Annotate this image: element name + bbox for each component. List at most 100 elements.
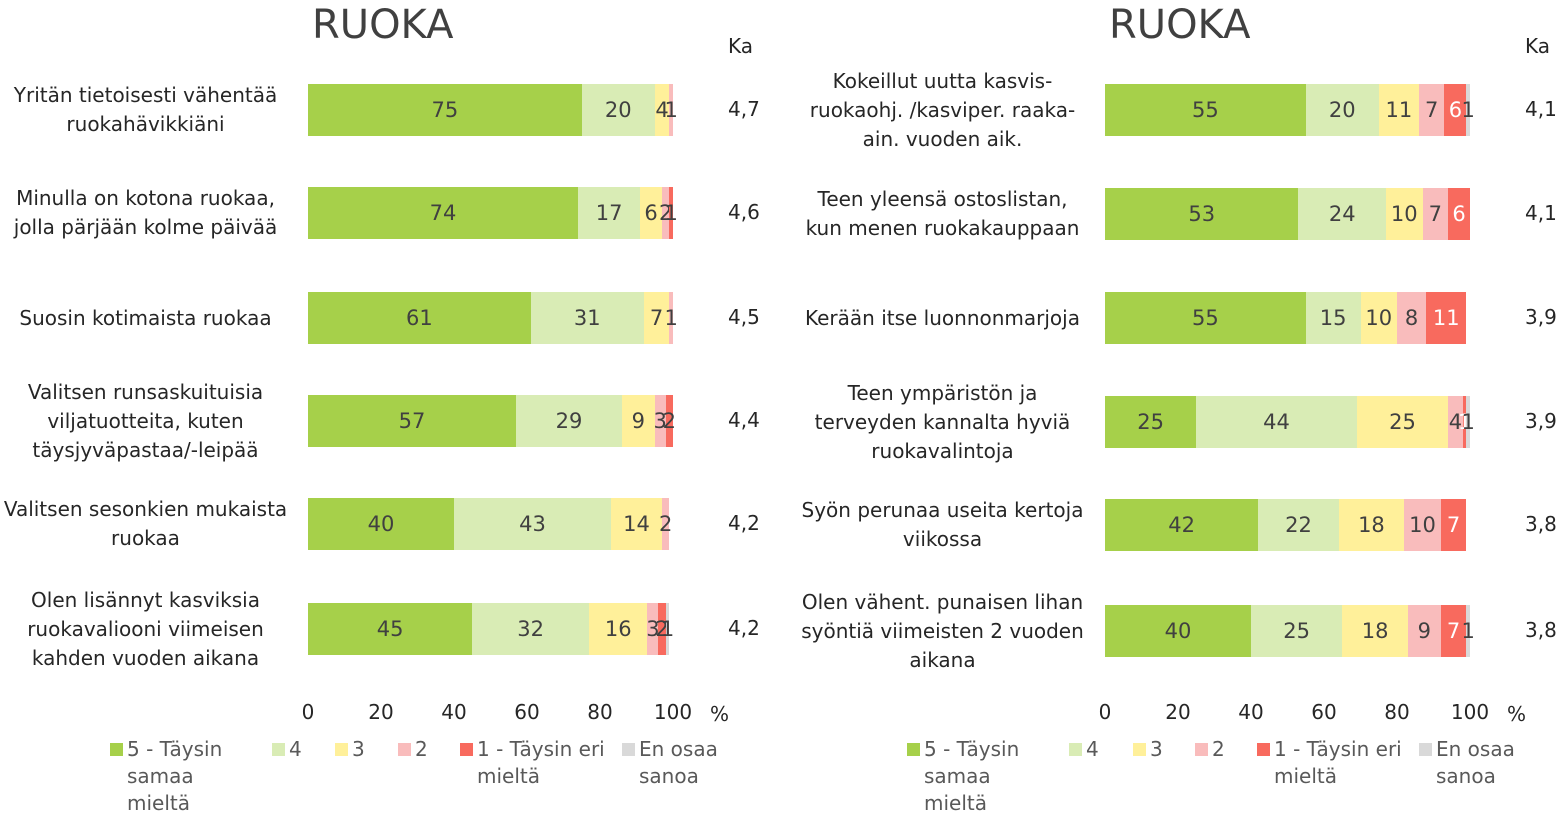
bar-segment: 11 [1426, 292, 1467, 344]
x-tick-label: 100 [653, 700, 693, 724]
legend-swatch [1257, 743, 1270, 756]
legend-label: 4 [289, 737, 302, 761]
bar-segment: 6 [1448, 188, 1470, 240]
bar-segment: 9 [621, 395, 655, 447]
ka-value: 4,2 [728, 616, 760, 640]
x-tick-label: 60 [1311, 700, 1337, 724]
bar-segment: 1 [661, 603, 674, 655]
x-tick-label: 0 [301, 700, 315, 724]
x-tick-label: 0 [1098, 700, 1112, 724]
category-label: Teen ympäristön ja terveyden kannalta hy… [814, 380, 1071, 463]
chart-title: RUOKA [312, 2, 454, 48]
bar-segment: 17 [578, 187, 641, 239]
bar-segment: 16 [589, 603, 648, 655]
legend-swatch [460, 743, 473, 756]
bar-segment: 42 [1105, 499, 1259, 551]
ka-value: 3,9 [1525, 305, 1557, 329]
legend-label: 5 - Täysin samaa mieltä [127, 737, 223, 815]
category-label: Minulla on kotona ruokaa, jolla pärjään … [13, 186, 278, 239]
ka-value: 4,4 [728, 408, 760, 432]
bar-segment: 3 [646, 603, 660, 655]
x-tick-label: 80 [587, 700, 613, 724]
bar-segment: 25 [1105, 396, 1197, 448]
bar-segment: 75 [308, 84, 582, 136]
bar-segment: 61 [308, 292, 531, 344]
chart-title: RUOKA [1109, 2, 1251, 48]
bar-segment: 7 [1440, 499, 1467, 551]
legend-swatch [110, 743, 123, 756]
legend-label: 2 [415, 737, 428, 761]
bar-segment: 7 [1422, 188, 1449, 240]
ka-value: 4,6 [728, 200, 760, 224]
ka-header: Ka [728, 34, 754, 58]
bar-segment: 2 [655, 603, 669, 655]
legend-label: 5 - Täysin samaa mieltä [924, 737, 1020, 815]
bar-segment: 25 [1251, 605, 1343, 657]
bar-segment: 74 [308, 187, 579, 239]
bar-segment: 40 [308, 498, 454, 550]
bar-segment: 31 [530, 292, 644, 344]
bar-segment: 2 [659, 498, 672, 550]
bar-segment: 10 [1404, 499, 1441, 551]
legend-label: 1 - Täysin eri mieltä [1274, 737, 1402, 788]
bar-segment: 3 [654, 395, 667, 447]
category-label: Valitsen sesonkien mukaista ruokaa [3, 497, 288, 550]
bar-segment: 7 [1440, 605, 1467, 657]
bar-segment: 25 [1356, 396, 1449, 448]
bar-segment: 20 [1305, 84, 1379, 136]
legend-label: 3 [1150, 737, 1163, 761]
legend-swatch [1195, 743, 1208, 756]
ka-value: 3,8 [1525, 512, 1557, 536]
x-unit: % [1507, 702, 1527, 726]
bar-segment: 1 [664, 187, 678, 239]
x-tick-label: 20 [1165, 700, 1191, 724]
bar-segment: 45 [308, 603, 473, 655]
legend-label: En osaa sanoa [639, 737, 718, 788]
bar-segment: 20 [581, 84, 655, 136]
bar-segment: 18 [1338, 499, 1405, 551]
bar-segment: 57 [308, 395, 517, 447]
bar-segment: 15 [1305, 292, 1361, 344]
legend-swatch [1419, 743, 1432, 756]
legend-label: 2 [1212, 737, 1225, 761]
bar-segment: 1 [1461, 84, 1475, 136]
category-label: Olen lisännyt kasviksia ruokavaliooni vi… [27, 587, 264, 670]
bar-segment: 14 [610, 498, 663, 550]
legend-label: En osaa sanoa [1436, 737, 1515, 788]
ka-value: 4,7 [728, 97, 760, 121]
bar-segment: 6 [1444, 84, 1467, 136]
x-tick-label: 40 [441, 700, 467, 724]
bar-segment: 1 [1461, 605, 1475, 657]
bar-segment: 1 [664, 292, 678, 344]
category-label: Kerään itse luonnonmarjoja [805, 305, 1080, 330]
bar-segment: 18 [1342, 605, 1408, 657]
legend-label: 4 [1086, 737, 1099, 761]
x-tick-label: 80 [1384, 700, 1410, 724]
ka-value: 3,9 [1525, 409, 1557, 433]
ka-value: 4,5 [728, 305, 760, 329]
x-tick-label: 60 [514, 700, 540, 724]
category-label: Valitsen runsaskuituisia viljatuotteita,… [27, 379, 264, 462]
bar-segment: 32 [472, 603, 590, 655]
legend-swatch [622, 743, 635, 756]
category-label: Yritän tietoisesti vähentää ruokahävikki… [13, 83, 278, 136]
bar-segment: 10 [1360, 292, 1397, 344]
category-label: Olen vähent. punaisen lihan syöntiä viim… [801, 589, 1084, 672]
bar-segment: 22 [1258, 499, 1339, 551]
bar-segment: 4 [654, 84, 670, 136]
category-label: Syön perunaa useita kertoja viikossa [801, 498, 1084, 551]
bar-segment: 40 [1105, 605, 1251, 657]
ka-value: 4,2 [728, 511, 760, 535]
bar-segment: 6 [640, 187, 663, 239]
category-label: Teen yleensä ostoslistan, kun menen ruok… [805, 187, 1080, 240]
ka-value: 4,1 [1525, 97, 1557, 121]
bar-segment: 7 [643, 292, 670, 344]
legend-label: 3 [352, 737, 365, 761]
legend-swatch [272, 743, 285, 756]
category-label: Suosin kotimaista ruokaa [19, 305, 272, 330]
bar-segment: 2 [659, 187, 672, 239]
legend-swatch [335, 743, 348, 756]
legend-swatch [398, 743, 411, 756]
bar-segment: 8 [1397, 292, 1427, 344]
